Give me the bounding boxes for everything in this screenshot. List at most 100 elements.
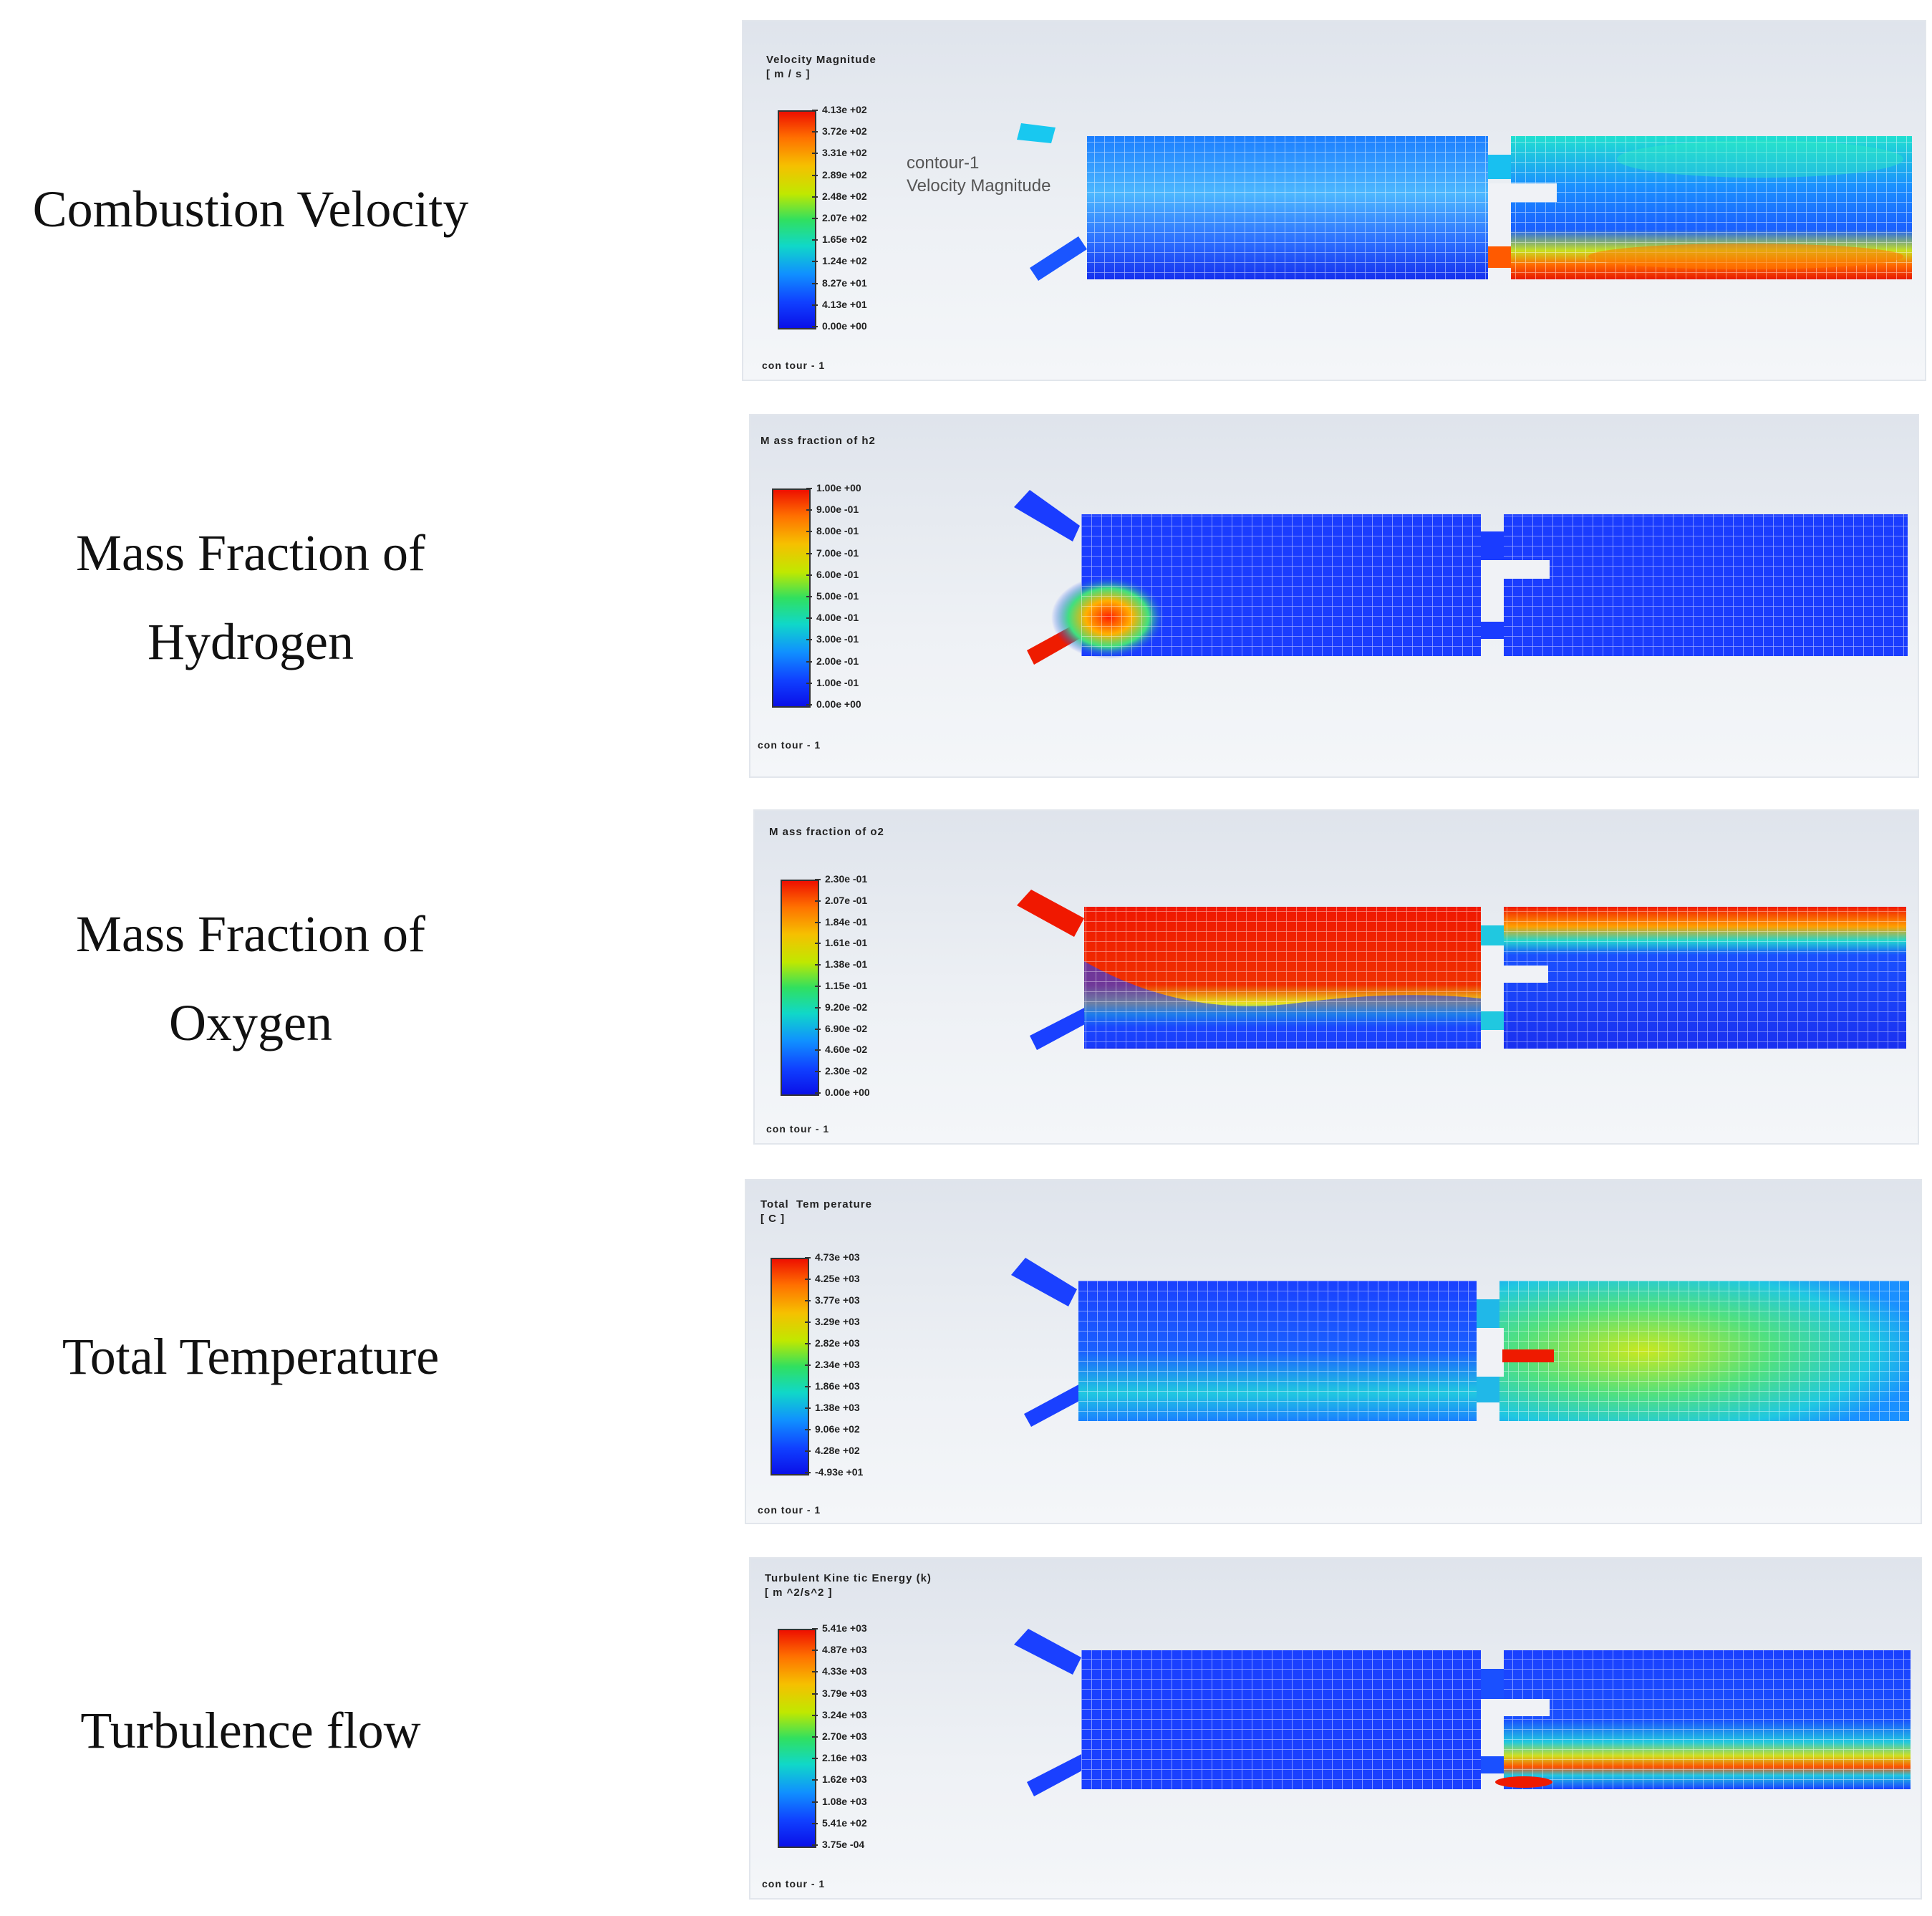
- tick-label: 7.00e -01: [816, 547, 859, 559]
- contour-plot: [1017, 123, 1912, 281]
- tick-mark: [805, 1364, 811, 1366]
- inlet-bottom: [1024, 1382, 1090, 1427]
- tick-label: -4.93e +01: [815, 1466, 864, 1478]
- tick-mark: [812, 304, 818, 306]
- inlet-top: [1014, 1629, 1081, 1675]
- legend-title: Turbulent Kine tic Energy (k) [ m ^2/s^2…: [765, 1572, 932, 1599]
- tick-mark: [812, 174, 818, 176]
- tick-label: 5.00e -01: [816, 590, 859, 602]
- label-text: Total Temperature: [62, 1328, 440, 1385]
- inlet-bottom: [1027, 1752, 1093, 1796]
- tick-label: 4.13e +01: [822, 298, 867, 310]
- tick-label: 3.00e -01: [816, 633, 859, 645]
- tick-label: 2.89e +02: [822, 168, 867, 180]
- color-bar: [778, 110, 816, 329]
- tick-label: 1.00e -01: [816, 676, 859, 688]
- contour-plot: [1014, 1629, 1911, 1796]
- tick-mark: [815, 921, 821, 923]
- tick-mark: [812, 261, 818, 263]
- tick-label: 3.72e +02: [822, 125, 867, 138]
- tick-label: 9.20e -02: [825, 1001, 868, 1013]
- tick-label: 1.84e -01: [825, 915, 868, 928]
- tick-mark: [815, 964, 821, 966]
- tick-mark: [815, 1006, 821, 1008]
- tick-mark: [812, 1822, 818, 1824]
- inlet-top: [1014, 490, 1080, 541]
- tick-label: 4.13e +02: [822, 104, 867, 115]
- baffle: [1481, 560, 1550, 579]
- tick-mark: [815, 1071, 821, 1073]
- tick-mark: [812, 131, 818, 133]
- contour-panel-hydrogen: M ass fraction of h2 con tour - 1 1.00e …: [749, 414, 1919, 778]
- tick-mark: [815, 1028, 821, 1030]
- contour-panel-temperature: Total Tem perature [ C ] con tour - 1 4.…: [745, 1179, 1922, 1524]
- tick-label: 3.75e -04: [822, 1839, 865, 1850]
- tick-label: 1.65e +02: [822, 234, 867, 246]
- tick-mark: [812, 196, 818, 198]
- inlet-bottom: [1030, 1006, 1096, 1050]
- tick-label: 5.41e +02: [822, 1816, 867, 1829]
- tick-label: 2.07e -01: [825, 894, 868, 906]
- legend-title: Total Tem perature [ C ]: [760, 1198, 872, 1226]
- color-bar: [778, 1629, 816, 1848]
- tick-label: 0.00e +00: [816, 698, 861, 710]
- inlet-bottom: [1030, 236, 1087, 281]
- baffle: [1481, 1699, 1550, 1716]
- tick-mark: [805, 1257, 811, 1258]
- tick-label: 9.06e +02: [815, 1423, 860, 1435]
- tick-label: 2.30e -02: [825, 1065, 868, 1077]
- tick-mark: [812, 153, 818, 155]
- tick-mark: [805, 1429, 811, 1430]
- baffle: [1488, 183, 1557, 202]
- tick-mark: [805, 1407, 811, 1409]
- tick-mark: [812, 1714, 818, 1716]
- footer-label: con tour - 1: [762, 360, 826, 371]
- tick-label: 1.08e +03: [822, 1795, 867, 1807]
- hot-zone: [1502, 1349, 1554, 1362]
- tick-mark: [812, 239, 818, 241]
- legend-title: M ass fraction of o2: [769, 826, 884, 838]
- tick-mark: [812, 1671, 818, 1673]
- tick-label: 0.00e +00: [822, 320, 867, 332]
- label-line1: Mass Fraction of: [76, 524, 425, 582]
- tick-mark: [805, 1322, 811, 1323]
- tick-mark: [815, 1049, 821, 1051]
- contour-plot: [1017, 890, 1906, 1050]
- tick-label: 1.61e -01: [825, 937, 868, 949]
- tick-label: 4.00e -01: [816, 612, 859, 624]
- tick-mark: [805, 1450, 811, 1452]
- tick-label: 4.73e +03: [815, 1251, 860, 1263]
- legend-title: M ass fraction of h2: [760, 435, 876, 447]
- contour-panel-velocity: Velocity Magnitude [ m / s ] contour-1 V…: [742, 20, 1926, 381]
- tick-mark: [805, 1343, 811, 1344]
- tick-mark: [805, 1279, 811, 1280]
- tick-mark: [812, 1801, 818, 1803]
- tick-mark: [805, 1386, 811, 1387]
- tick-mark: [815, 943, 821, 945]
- tick-mark: [806, 682, 812, 684]
- tick-mark: [806, 639, 812, 641]
- tick-mark: [812, 1736, 818, 1738]
- tick-mark: [806, 531, 812, 533]
- color-bar: [771, 1258, 809, 1475]
- tick-label: 3.79e +03: [822, 1687, 867, 1699]
- label-text: Turbulence flow: [80, 1702, 421, 1759]
- tick-label: 6.90e -02: [825, 1022, 868, 1034]
- tick-mark: [805, 1472, 811, 1473]
- tick-label: 4.25e +03: [815, 1273, 860, 1284]
- tick-label: 5.41e +03: [822, 1622, 867, 1634]
- tick-mark: [812, 1758, 818, 1760]
- label-line2: Oxygen: [169, 994, 332, 1052]
- tick-label: 8.00e -01: [816, 525, 859, 537]
- tick-label: 2.34e +03: [815, 1359, 860, 1370]
- footer-label: con tour - 1: [762, 1878, 826, 1889]
- tick-label: 4.33e +03: [822, 1665, 867, 1677]
- tick-label: 2.16e +03: [822, 1752, 867, 1764]
- tick-label: 1.38e +03: [815, 1402, 860, 1413]
- tick-label: 1.62e +03: [822, 1773, 867, 1786]
- tick-label: 8.27e +01: [822, 276, 867, 289]
- label-line1: Mass Fraction of: [76, 905, 425, 963]
- tick-label: 1.00e +00: [816, 482, 861, 494]
- tick-mark: [806, 660, 812, 663]
- inlet-top: [1017, 123, 1056, 143]
